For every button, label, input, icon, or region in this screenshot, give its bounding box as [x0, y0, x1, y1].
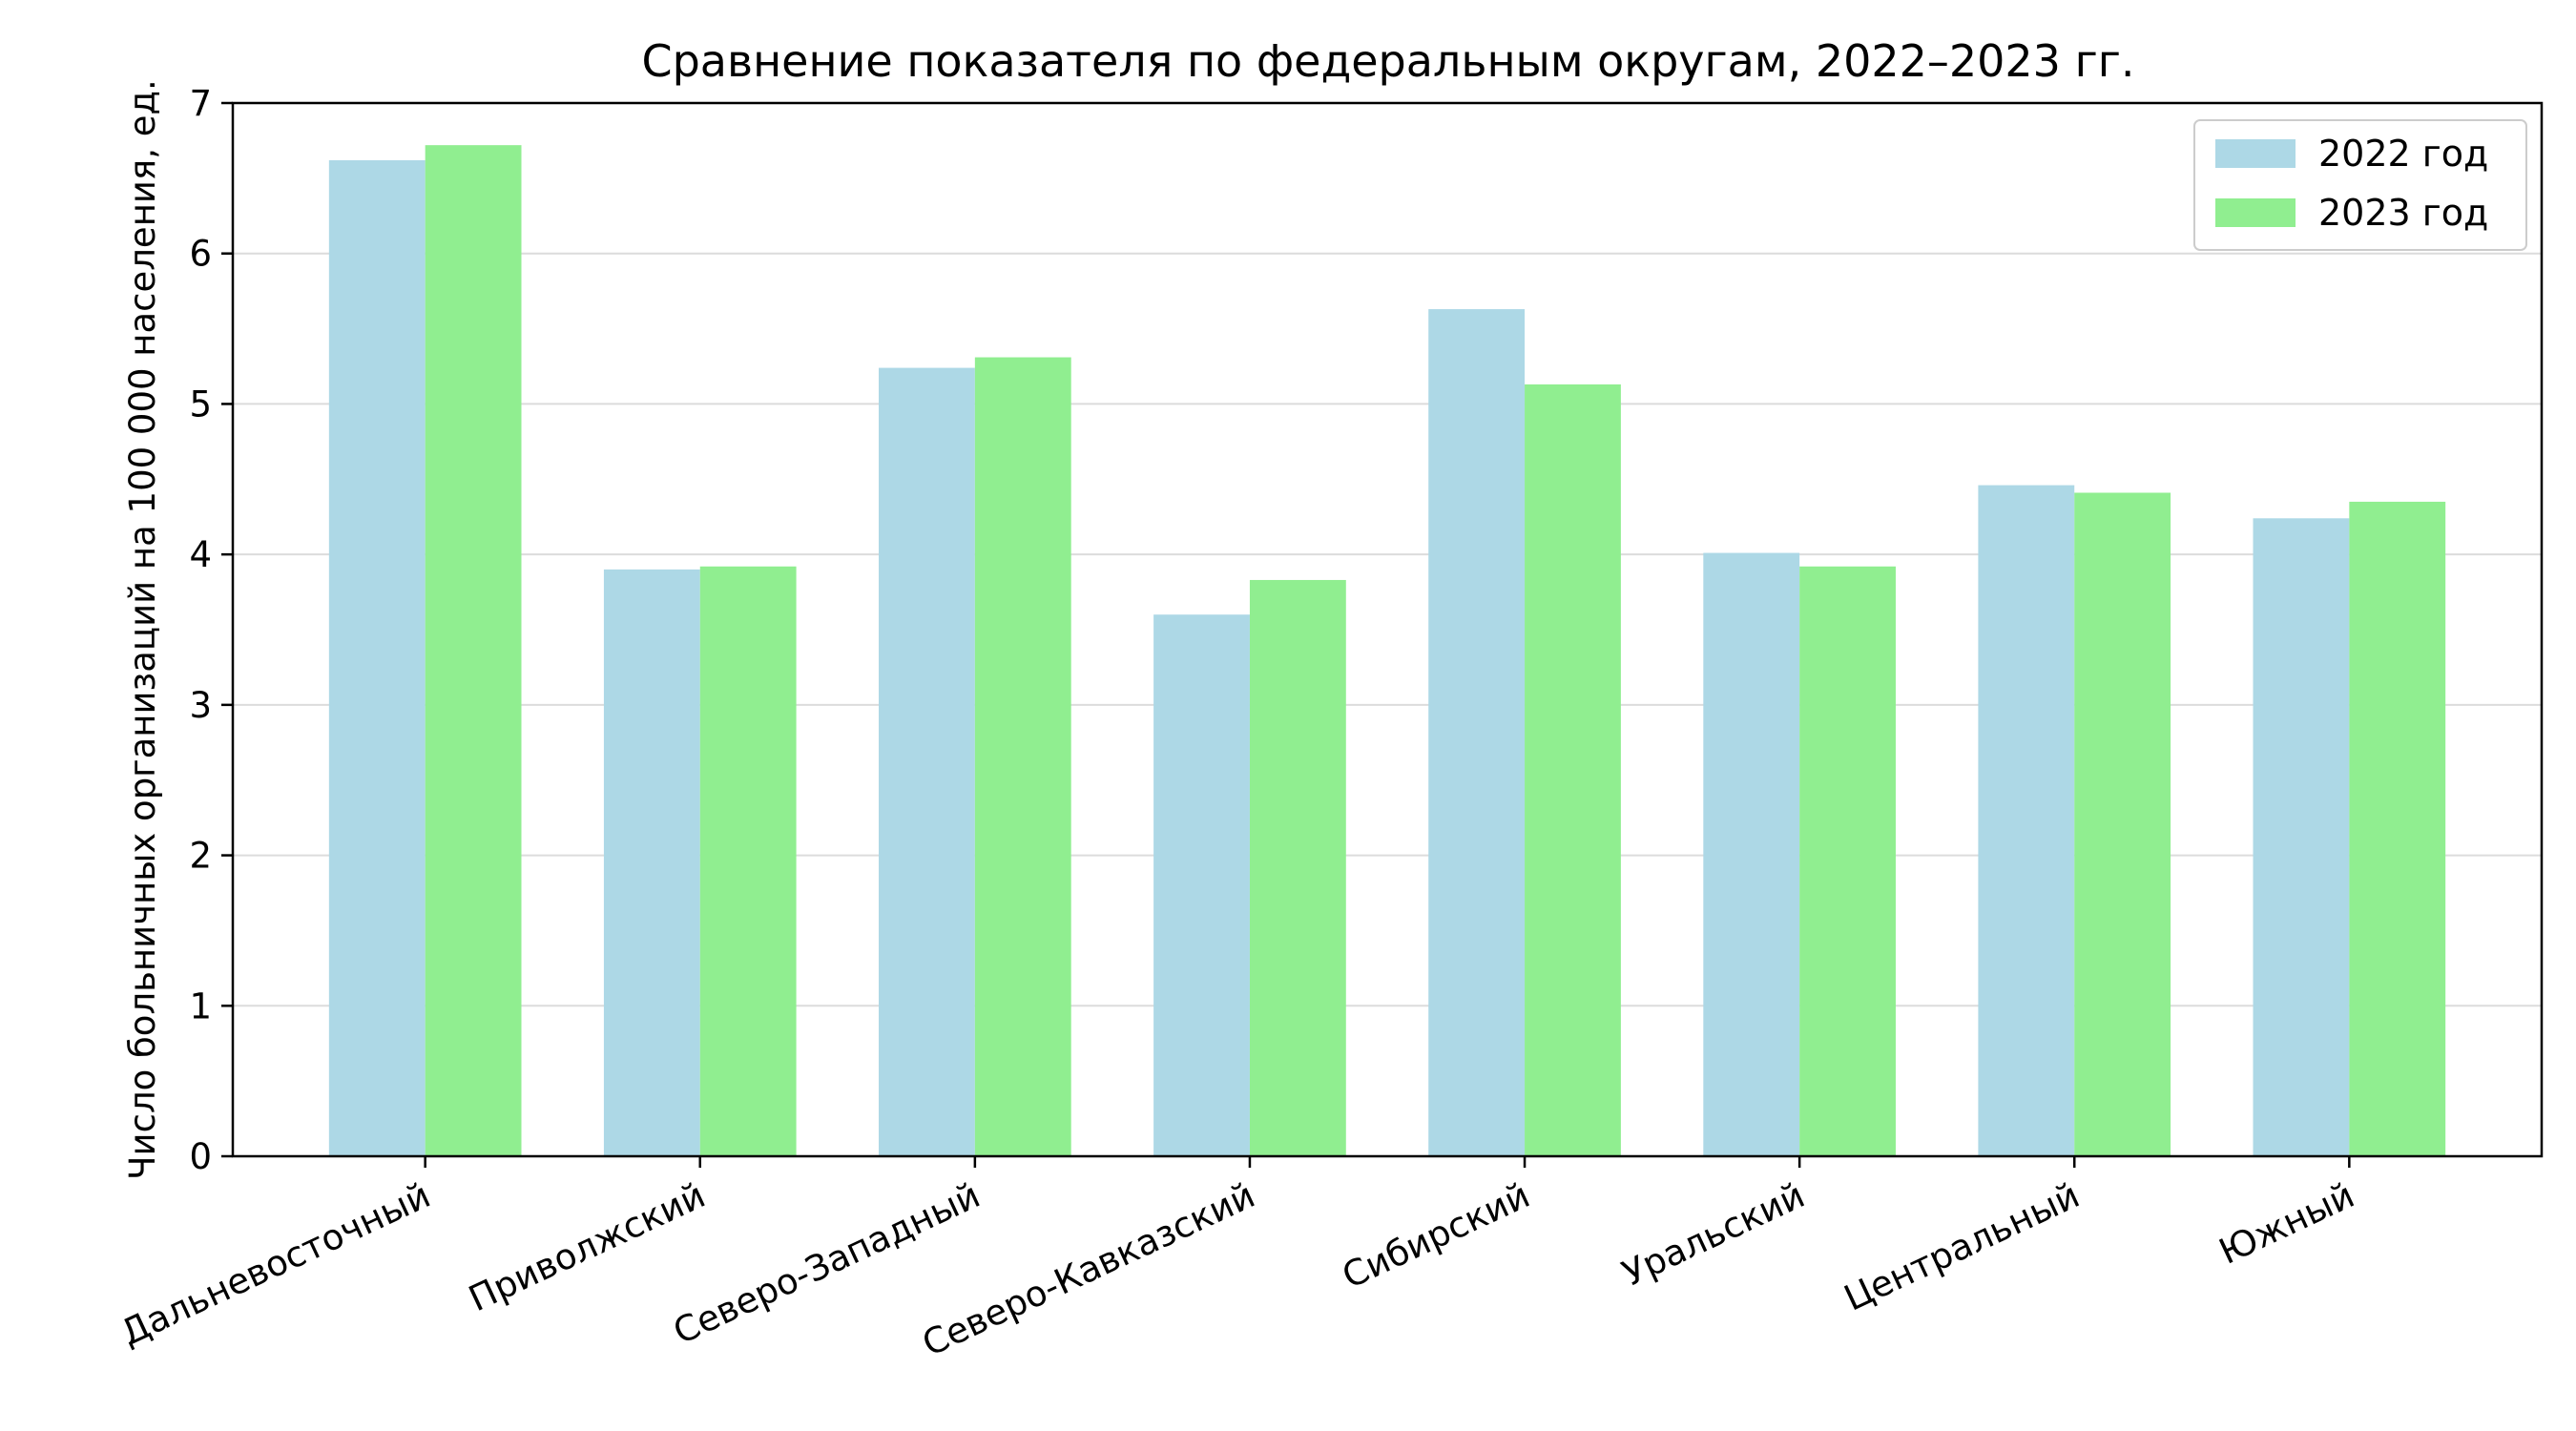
- y-axis-label: Число больничных организаций на 100 000 …: [122, 79, 163, 1180]
- bar-2-5: [1525, 384, 1621, 1156]
- bar-2-8: [2349, 501, 2446, 1156]
- bars: [328, 145, 2446, 1157]
- plot-frame: [231, 101, 2544, 1158]
- legend-swatch-1: [2215, 139, 2296, 168]
- bar-1-3: [879, 367, 975, 1156]
- bar-1-1: [328, 159, 426, 1157]
- y-tick-label: 6: [189, 234, 212, 275]
- bar-2-4: [1249, 579, 1346, 1156]
- bar-1-4: [1153, 614, 1250, 1156]
- bar-1-8: [2253, 518, 2350, 1156]
- bar-1-2: [603, 569, 700, 1156]
- bar-2-6: [1799, 566, 1896, 1156]
- y-axis: 0 1 2 3 4 5 6 7: [189, 83, 233, 1177]
- legend: 2022 год 2023 год: [2193, 119, 2527, 251]
- x-tick-label: Южный: [2212, 1174, 2360, 1273]
- legend-label-2: 2023 год: [2318, 192, 2488, 234]
- bar-1-7: [1978, 485, 2075, 1156]
- x-tick-label: Центральный: [1839, 1174, 2087, 1319]
- x-tick-label: Приволжский: [463, 1174, 712, 1319]
- x-tick-label: Сибирский: [1336, 1174, 1535, 1296]
- x-tick-label: Дальневосточный: [114, 1174, 436, 1354]
- y-tick-label: 2: [189, 836, 212, 877]
- bar-1-6: [1703, 552, 1800, 1156]
- legend-swatch-2: [2215, 198, 2296, 227]
- x-axis: Дальневосточный ПриволжскийСеверо-Западны…: [114, 1156, 2360, 1364]
- bar-2-1: [425, 145, 522, 1156]
- bar-2-3: [974, 357, 1071, 1157]
- y-tick-label: 3: [189, 685, 212, 726]
- y-tick-label: 7: [189, 83, 212, 124]
- bar-1-5: [1428, 309, 1526, 1156]
- y-tick-label: 4: [189, 534, 212, 575]
- y-tick-label: 5: [189, 384, 212, 425]
- grid-lines: [233, 252, 2542, 1007]
- y-tick-label: 1: [189, 985, 212, 1027]
- bar-2-7: [2074, 492, 2171, 1156]
- x-tick-label: Уральский: [1616, 1174, 1811, 1295]
- legend-label-1: 2022 год: [2318, 133, 2488, 175]
- bar-2-2: [699, 566, 797, 1156]
- chart-title: Сравнение показателя по федеральным окру…: [641, 35, 2134, 87]
- y-tick-label: 0: [189, 1136, 212, 1177]
